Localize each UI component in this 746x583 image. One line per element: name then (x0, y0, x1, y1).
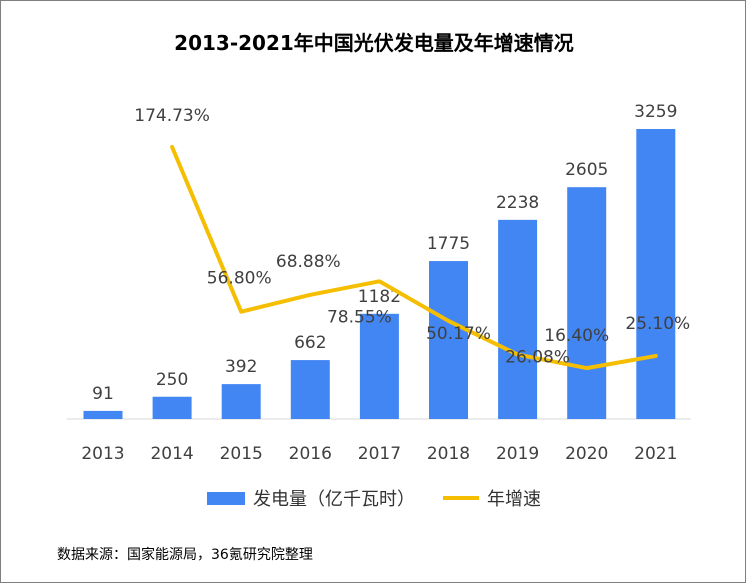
growth-label-2016: 68.88% (276, 252, 341, 272)
bar-2021 (636, 129, 676, 419)
bar-label-2015: 392 (225, 357, 257, 377)
source-note: 数据来源：国家能源局，36氪研究院整理 (57, 547, 313, 563)
legend-swatch-line (443, 496, 479, 500)
growth-label-2020: 16.40% (544, 326, 609, 346)
chart-title: 2013-2021年中国光伏发电量及年增速情况 (174, 31, 574, 55)
bar-label-2019: 2238 (496, 193, 539, 213)
x-tick-label-2019: 2019 (496, 444, 539, 464)
bar-label-2018: 1775 (427, 234, 470, 254)
x-tick-label-2016: 2016 (289, 444, 332, 464)
growth-label-2018: 50.17% (426, 324, 491, 344)
x-tick-label-2018: 2018 (427, 444, 470, 464)
chart-legend: 发电量（亿千瓦时） 年增速 (1, 485, 745, 511)
legend-item-generation: 发电量（亿千瓦时） (207, 485, 415, 511)
growth-label-2017: 78.55% (327, 307, 392, 327)
bar-2018 (429, 261, 468, 419)
legend-swatch-bar (207, 491, 245, 505)
x-tick-label-2015: 2015 (220, 444, 263, 464)
growth-line (170, 145, 658, 371)
bar-2015 (221, 384, 261, 419)
bar-2020 (567, 187, 607, 419)
x-tick-label-2014: 2014 (150, 444, 193, 464)
bar-2016 (290, 360, 330, 419)
bar-label-2014: 250 (156, 370, 188, 390)
bar-label-2016: 662 (294, 333, 326, 353)
bar-2019 (498, 219, 538, 419)
x-tick-label-2013: 2013 (81, 444, 124, 464)
growth-label-2015: 56.80% (207, 269, 272, 289)
growth-label-2014: 174.73% (134, 106, 210, 126)
bar-label-2020: 2605 (565, 160, 608, 180)
bar-label-2021: 3259 (634, 102, 677, 122)
x-tick-label-2021: 2021 (634, 444, 677, 464)
x-tick-label-2017: 2017 (358, 444, 401, 464)
growth-label-2021: 25.10% (625, 314, 690, 334)
legend-item-growth: 年增速 (443, 485, 541, 511)
bar-label-2017: 1182 (358, 287, 401, 307)
legend-label-growth: 年增速 (487, 489, 541, 510)
bar-2013 (83, 410, 123, 419)
x-tick-label-2020: 2020 (565, 444, 608, 464)
bar-2014 (152, 396, 192, 419)
bar-label-2013: 91 (92, 384, 114, 404)
legend-label-generation: 发电量（亿千瓦时） (253, 489, 415, 510)
growth-label-2019: 26.08% (505, 348, 570, 368)
bar-2017 (359, 313, 399, 419)
